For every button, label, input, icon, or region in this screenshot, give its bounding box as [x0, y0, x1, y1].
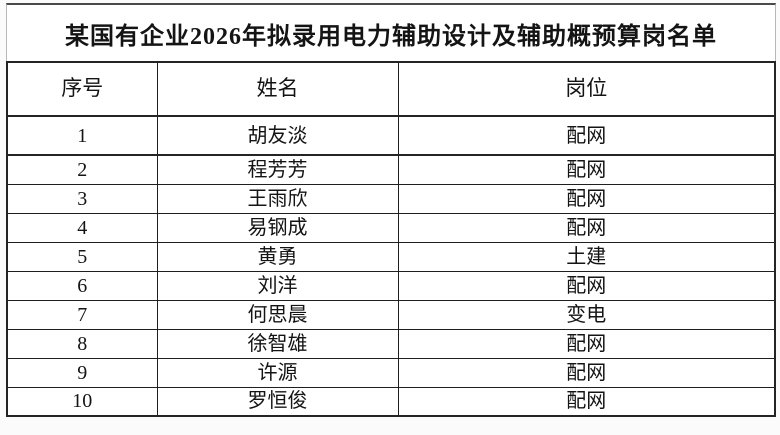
table-row: 10 罗恒俊 配网	[6, 386, 776, 417]
cell-position: 配网	[397, 115, 776, 156]
table-row: 7 何思晨 变电	[6, 299, 776, 330]
roster-grid: 序号 姓名 岗位 1 胡友淡 配网 2 程芳芳 配网 3 王雨欣	[6, 61, 776, 417]
cell-serial: 1	[6, 115, 158, 156]
cell-position: 配网	[397, 357, 776, 388]
header-name: 姓名	[156, 61, 399, 117]
header-position: 岗位	[397, 61, 776, 117]
cell-position: 配网	[397, 212, 776, 243]
table-row: 5 黄勇 土建	[6, 241, 776, 272]
cell-name: 徐智雄	[156, 328, 399, 359]
table-row: 9 许源 配网	[6, 357, 776, 388]
cell-name: 胡友淡	[156, 115, 399, 156]
table-title: 某国有企业2026年拟录用电力辅助设计及辅助概预算岗名单	[6, 3, 776, 61]
cell-serial: 6	[6, 270, 158, 301]
cell-serial: 3	[6, 183, 158, 214]
cell-position: 配网	[397, 386, 776, 417]
header-serial: 序号	[6, 61, 158, 117]
cell-serial: 9	[6, 357, 158, 388]
table-row: 2 程芳芳 配网	[6, 154, 776, 185]
cell-serial: 2	[6, 154, 158, 185]
cell-position: 变电	[397, 299, 776, 330]
cell-name: 王雨欣	[156, 183, 399, 214]
table-row: 4 易钢成 配网	[6, 212, 776, 243]
cell-name: 何思晨	[156, 299, 399, 330]
cell-position: 配网	[397, 183, 776, 214]
header-row: 序号 姓名 岗位	[6, 61, 776, 117]
cell-name: 罗恒俊	[156, 386, 399, 417]
table-row: 1 胡友淡 配网	[6, 115, 776, 156]
cell-name: 易钢成	[156, 212, 399, 243]
cell-serial: 10	[6, 386, 158, 417]
cell-serial: 8	[6, 328, 158, 359]
cell-position: 配网	[397, 328, 776, 359]
cell-position: 配网	[397, 270, 776, 301]
table-row: 3 王雨欣 配网	[6, 183, 776, 214]
table-row: 6 刘洋 配网	[6, 270, 776, 301]
cell-name: 黄勇	[156, 241, 399, 272]
cell-name: 刘洋	[156, 270, 399, 301]
cell-serial: 4	[6, 212, 158, 243]
cell-name: 许源	[156, 357, 399, 388]
table-row: 8 徐智雄 配网	[6, 328, 776, 359]
cell-serial: 5	[6, 241, 158, 272]
cell-serial: 7	[6, 299, 158, 330]
cell-position: 配网	[397, 154, 776, 185]
cell-position: 土建	[397, 241, 776, 272]
roster-table: 某国有企业2026年拟录用电力辅助设计及辅助概预算岗名单 序号 姓名 岗位 1 …	[6, 3, 776, 417]
cell-name: 程芳芳	[156, 154, 399, 185]
